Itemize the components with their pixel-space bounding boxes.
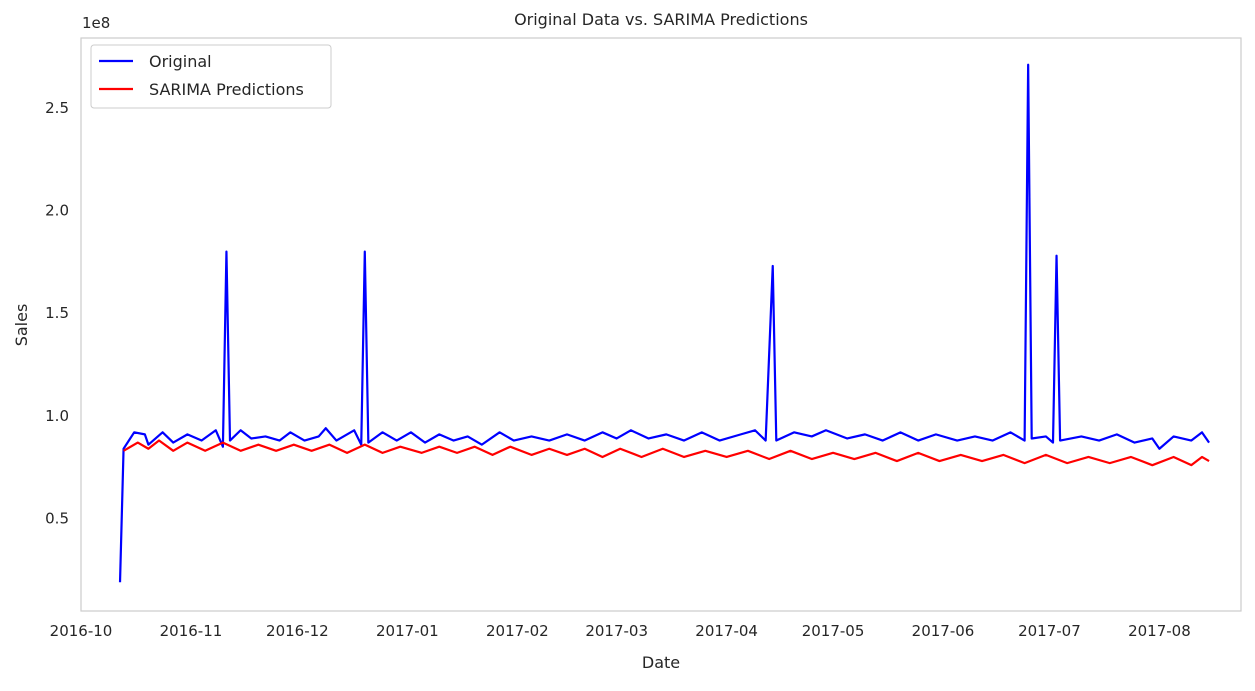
x-tick-label: 2016-12 [266, 622, 329, 640]
x-tick-label: 2017-01 [376, 622, 439, 640]
series-line-sarima [123, 439, 1210, 467]
y-axis-ticks: 0.5 1.0 1.5 2.0 2.5 [45, 99, 69, 528]
x-tick-label: 2017-02 [486, 622, 549, 640]
y-tick-label: 2.0 [45, 202, 69, 220]
x-tick-label: 2017-05 [802, 622, 865, 640]
chart-title: Original Data vs. SARIMA Predictions [514, 10, 808, 29]
x-tick-label: 2016-10 [50, 622, 113, 640]
y-tick-label: 1.0 [45, 407, 69, 425]
x-tick-label: 2017-03 [585, 622, 648, 640]
legend: Original SARIMA Predictions [90, 44, 332, 109]
legend-label-original: Original [149, 52, 212, 71]
y-axis-offset-label: 1e8 [82, 14, 110, 32]
series-layer [118, 63, 1210, 583]
plot-area [80, 37, 1242, 612]
series-line-original [118, 63, 1210, 583]
x-tick-label: 2017-04 [695, 622, 758, 640]
x-tick-label: 2017-08 [1128, 622, 1191, 640]
y-axis-label: Sales [12, 304, 31, 347]
x-tick-label: 2017-07 [1018, 622, 1081, 640]
y-tick-label: 1.5 [45, 304, 69, 322]
legend-label-sarima: SARIMA Predictions [149, 80, 304, 99]
x-tick-label: 2016-11 [160, 622, 223, 640]
y-tick-label: 2.5 [45, 99, 69, 117]
legend-box [90, 44, 332, 109]
x-axis-ticks: 2016-10 2016-11 2016-12 2017-01 2017-02 2017-… [50, 622, 1191, 640]
x-axis-label: Date [642, 653, 680, 672]
x-tick-label: 2017-06 [912, 622, 975, 640]
y-tick-label: 0.5 [45, 510, 69, 528]
